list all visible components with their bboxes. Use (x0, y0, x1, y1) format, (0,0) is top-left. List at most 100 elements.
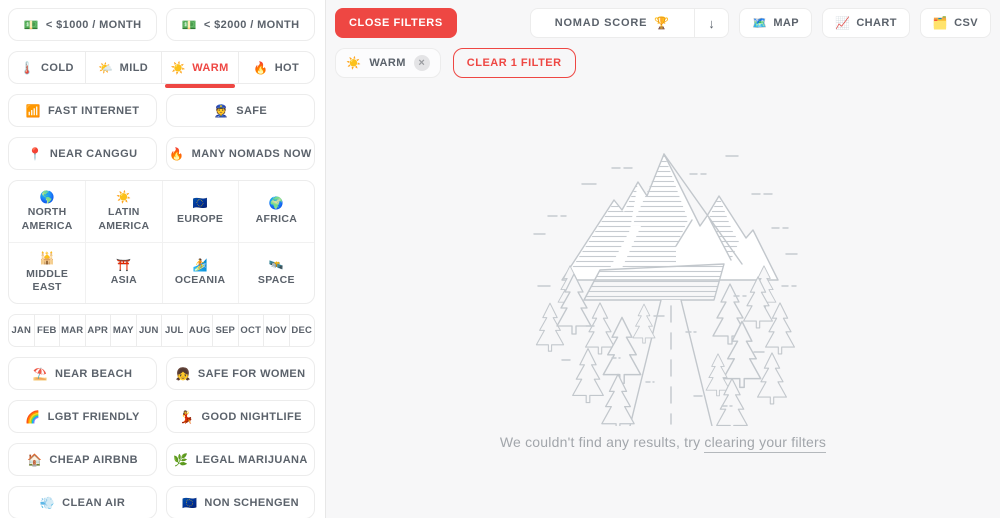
month-jul[interactable]: JUL (161, 315, 187, 346)
ground-dashes (536, 285, 797, 407)
amenity-row-1: ⛱️ NEAR BEACH 👧 SAFE FOR WOMEN (8, 357, 315, 390)
sort-control: NOMAD SCORE 🏆 ↓ (529, 8, 729, 38)
sun-icon: ☀️ (170, 60, 187, 75)
region-north-america[interactable]: 🌎 NORTH AMERICA (9, 181, 85, 242)
map-view-button[interactable]: 🗺️ MAP (738, 8, 812, 38)
region-asia[interactable]: ⛩️ ASIA (85, 242, 162, 303)
satellite-icon: 🛰️ (268, 257, 284, 272)
months-row: JAN FEB MAR APR MAY JUN JUL AUG SEP OCT … (8, 314, 315, 347)
tab-hot[interactable]: 🔥 HOT (237, 52, 315, 83)
sort-by-dropdown[interactable]: NOMAD SCORE 🏆 (531, 9, 694, 37)
filter-safe-button[interactable]: 👮 SAFE (166, 94, 315, 127)
filter-safe-for-women-button[interactable]: 👧 SAFE FOR WOMEN (166, 357, 315, 390)
sun-cloud-icon: 🌤️ (98, 60, 114, 75)
amenity-row-2: 🌈 LGBT FRIENDLY 💃 GOOD NIGHTLIFE (8, 400, 315, 433)
chip-label: WARM (369, 57, 406, 69)
pin-icon: 📍 (27, 146, 43, 161)
view-label: CHART (856, 17, 897, 29)
filter-fast-internet-button[interactable]: 📶 FAST INTERNET (8, 94, 157, 127)
tab-label: WARM (192, 61, 229, 74)
filter-under-2000-month-button[interactable]: 💵 < $2000 / MONTH (166, 8, 315, 41)
filter-label: < $1000 / MONTH (45, 18, 142, 31)
globe-americas-icon: 🌎 (39, 189, 55, 204)
rainbow-icon: 🌈 (25, 409, 41, 424)
sort-label: NOMAD SCORE (554, 17, 648, 29)
region-latin-america[interactable]: ☀️ LATIN AMERICA (85, 181, 161, 242)
empty-message-text: We couldn't find any results, try (499, 434, 705, 450)
view-tools: NOMAD SCORE 🏆 ↓ 🗺️ MAP 📈 CHART 🗂️ (529, 8, 991, 38)
month-mar[interactable]: MAR (59, 315, 85, 346)
region-middle-east[interactable]: 🕌 MIDDLE EAST (9, 242, 86, 303)
region-europe[interactable]: 🇪🇺 EUROPE (161, 181, 238, 242)
quick-filter-row-2: 📍 NEAR CANGGU 🔥 MANY NOMADS NOW (8, 137, 315, 170)
region-oceania[interactable]: 🏄 OCEANIA (161, 242, 238, 303)
signal-bars-icon: 📶 (25, 103, 41, 118)
filter-near-beach-button[interactable]: ⛱️ NEAR BEACH (8, 357, 157, 390)
filter-clean-air-button[interactable]: 💨 CLEAN AIR (8, 486, 157, 518)
month-oct[interactable]: OCT (237, 315, 264, 346)
house-icon: 🏠 (27, 452, 43, 467)
filter-good-nightlife-button[interactable]: 💃 GOOD NIGHTLIFE (166, 400, 315, 433)
tab-warm-selected[interactable]: ☀️ WARM (161, 52, 238, 88)
filter-label: < $2000 / MONTH (203, 18, 300, 31)
month-may[interactable]: MAY (110, 315, 136, 346)
filter-non-schengen-button[interactable]: 🇪🇺 NON SCHENGEN (166, 486, 315, 518)
region-label: ASIA (110, 274, 138, 287)
filter-lgbt-friendly-button[interactable]: 🌈 LGBT FRIENDLY (8, 400, 157, 433)
close-filters-button[interactable]: CLOSE FILTERS (335, 8, 457, 38)
arrow-down-icon: ↓ (708, 15, 715, 31)
money-icon: 💵 (181, 17, 197, 32)
empty-state-message: We couldn't find any results, try cleari… (335, 434, 991, 453)
trophy-icon: 🏆 (654, 16, 670, 30)
sort-direction-button[interactable]: ↓ (693, 9, 728, 37)
csv-export-button[interactable]: 🗂️ CSV (919, 8, 991, 38)
active-filter-chip-warm[interactable]: ☀️ WARM × (335, 48, 441, 78)
chart-view-button[interactable]: 📈 CHART (821, 8, 910, 38)
clear-filters-link[interactable]: clearing your filters (704, 434, 827, 453)
month-sep[interactable]: SEP (212, 315, 238, 346)
region-africa[interactable]: 🌍 AFRICA (237, 181, 314, 242)
month-dec[interactable]: DEC (288, 315, 315, 346)
tab-label: MILD (119, 61, 149, 74)
clear-filters-button[interactable]: CLEAR 1 FILTER (452, 48, 576, 78)
torii-gate-icon: ⛩️ (116, 257, 132, 272)
remove-filter-icon[interactable]: × (413, 55, 430, 71)
beach-umbrella-icon: ⛱️ (32, 366, 48, 381)
tab-mild[interactable]: 🌤️ MILD (84, 52, 162, 83)
region-label: OCEANIA (174, 274, 226, 287)
region-space[interactable]: 🛰️ SPACE (237, 242, 314, 303)
region-label: NORTH AMERICA (21, 206, 73, 232)
month-nov[interactable]: NOV (263, 315, 289, 346)
filter-label: CLEAN AIR (62, 496, 126, 509)
leaf-icon: 🌿 (173, 452, 189, 467)
filter-under-1000-month-button[interactable]: 💵 < $1000 / MONTH (8, 8, 157, 41)
tab-cold[interactable]: 🌡️ COLD (9, 52, 85, 83)
amenity-row-3: 🏠 CHEAP AIRBNB 🌿 LEGAL MARIJUANA (8, 443, 315, 476)
police-officer-icon: 👮 (213, 103, 230, 118)
main-toolbar: CLOSE FILTERS NOMAD SCORE 🏆 ↓ 🗺️ MAP (335, 8, 991, 38)
filter-near-canggu-button[interactable]: 📍 NEAR CANGGU (8, 137, 157, 170)
month-apr[interactable]: APR (84, 315, 111, 346)
thermometer-icon: 🌡️ (19, 60, 36, 75)
dancer-icon: 💃 (179, 409, 195, 424)
month-jan[interactable]: JAN (11, 325, 32, 336)
filter-legal-marijuana-button[interactable]: 🌿 LEGAL MARIJUANA (166, 443, 315, 476)
chart-icon: 📈 (834, 16, 851, 30)
month-aug[interactable]: AUG (186, 315, 213, 346)
month-feb[interactable]: FEB (33, 315, 60, 346)
region-grid: 🌎 NORTH AMERICA ☀️ LATIN AMERICA 🇪🇺 EURO… (8, 180, 315, 304)
eu-flag-icon: 🇪🇺 (182, 495, 198, 510)
region-label: SPACE (257, 274, 295, 287)
quick-filter-row-1: 📶 FAST INTERNET 👮 SAFE (8, 94, 315, 127)
sun-icon: ☀️ (116, 189, 132, 204)
month-jun[interactable]: JUN (135, 315, 162, 346)
amenity-row-4: 💨 CLEAN AIR 🇪🇺 NON SCHENGEN (8, 486, 315, 518)
money-icon: 💵 (23, 17, 39, 32)
filters-sidebar: 💵 < $1000 / MONTH 💵 < $2000 / MONTH 🌡️ C… (0, 0, 326, 518)
map-icon: 🗺️ (751, 16, 768, 30)
filter-many-nomads-now-button[interactable]: 🔥 MANY NOMADS NOW (166, 137, 315, 170)
cloud-dashes (532, 155, 798, 255)
filter-cheap-airbnb-button[interactable]: 🏠 CHEAP AIRBNB (8, 443, 157, 476)
globe-africa-icon: 🌍 (268, 196, 284, 211)
filter-label: MANY NOMADS NOW (191, 147, 312, 160)
